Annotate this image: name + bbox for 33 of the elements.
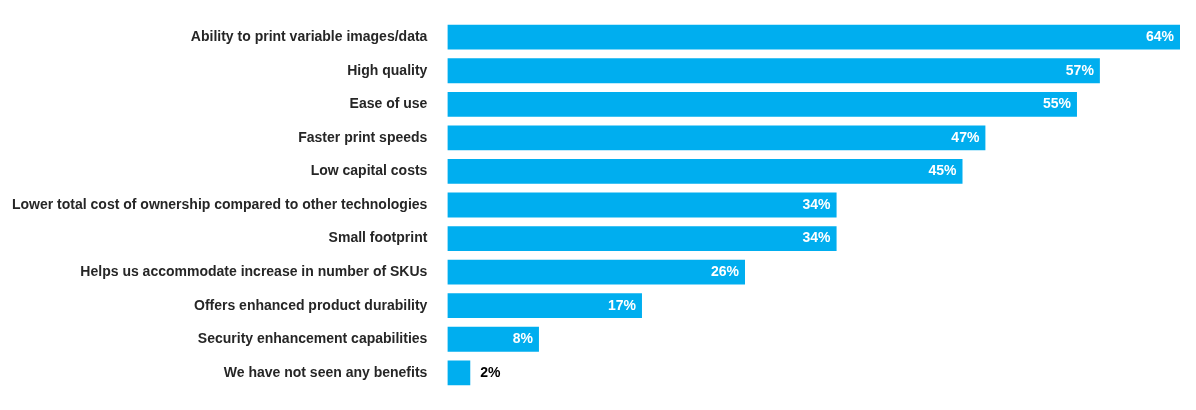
bar (447, 91, 1077, 117)
bar (447, 293, 642, 319)
y-tick-label: High quality (347, 61, 428, 78)
y-tick-label: Low capital costs (310, 162, 428, 179)
data-label: 8% (512, 330, 534, 347)
data-label: 26% (710, 262, 740, 279)
y-tick-label: Lower total cost of ownership compared to other technologies (12, 195, 428, 212)
bar (447, 360, 471, 386)
bar (447, 259, 745, 285)
bar (447, 226, 837, 251)
y-tick-label: Faster print speeds (298, 128, 428, 145)
y-tick-label: Offers enhanced product durability (194, 296, 428, 313)
bar (447, 125, 986, 151)
bar (447, 24, 1180, 50)
data-label: 64% (1145, 28, 1175, 45)
y-tick-label: Helps us accommodate increase in number of SKUs (80, 262, 428, 279)
data-label: 34% (802, 229, 832, 246)
y-tick-label: Ability to print variable images/data (190, 28, 428, 45)
y-tick-label: Security enhancement capabilities (197, 330, 428, 347)
data-label: 45% (928, 162, 958, 179)
bar (447, 159, 963, 184)
bar (447, 192, 837, 218)
data-label: 57% (1065, 61, 1095, 78)
bar (447, 58, 1100, 84)
data-label: 17% (607, 296, 637, 313)
bar (447, 326, 539, 352)
y-tick-label: Small footprint (328, 229, 428, 246)
data-label: 55% (1042, 95, 1072, 112)
data-label: 2% (480, 363, 502, 380)
y-tick-label: We have not seen any benefits (223, 363, 428, 380)
data-label: 34% (802, 195, 832, 212)
y-tick-label: Ease of use (349, 95, 428, 112)
data-label: 47% (951, 128, 980, 145)
